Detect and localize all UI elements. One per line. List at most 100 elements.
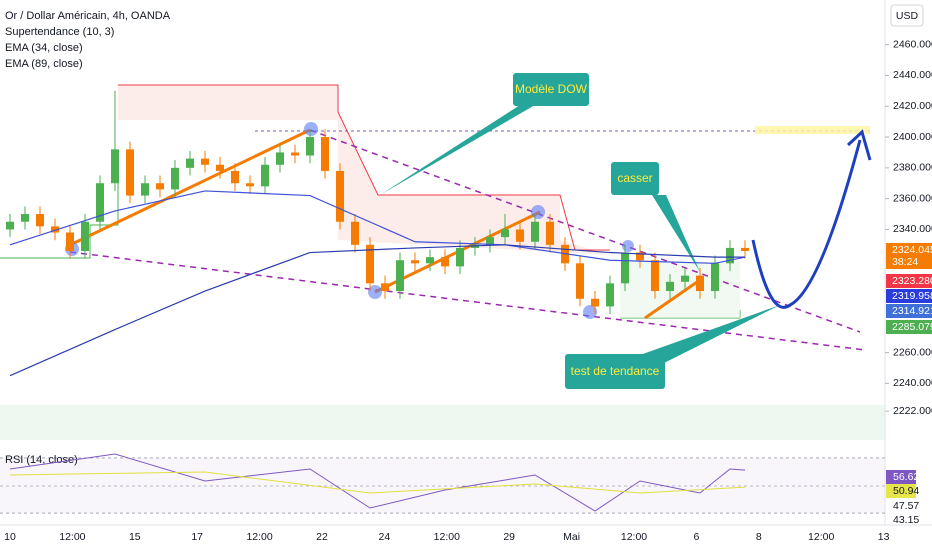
- callout: [513, 73, 589, 106]
- candle-body: [426, 257, 434, 264]
- candle-body: [501, 229, 509, 238]
- candle-body: [741, 247, 749, 251]
- x-tick-label: Mai: [563, 531, 580, 543]
- x-tick-label: 29: [503, 531, 515, 543]
- candle-body: [516, 229, 524, 242]
- pivot: [622, 240, 634, 252]
- y-tick-label: 2240.000: [893, 377, 932, 389]
- candle-body: [651, 260, 659, 292]
- candle-body: [231, 170, 239, 184]
- candle-body: [381, 283, 389, 292]
- ema-line: [9, 190, 746, 264]
- candle-body: [636, 252, 644, 261]
- price-label: 38:24: [892, 256, 918, 268]
- callout-text: Modèle DOW: [515, 82, 588, 96]
- x-tick-label: 10: [4, 531, 16, 543]
- candle-body: [366, 244, 374, 284]
- x-tick-label: 22: [316, 531, 328, 543]
- candle-body: [51, 226, 59, 233]
- x-tick-label: 12:00: [246, 531, 272, 543]
- candle-body: [711, 263, 719, 292]
- price-label-bg: [886, 243, 932, 257]
- rsi-value: 56.62: [893, 471, 919, 483]
- x-tick-label: 15: [129, 531, 141, 543]
- target-zone: [755, 126, 870, 134]
- candle-body: [486, 237, 494, 245]
- symbol-title: Or / Dollar Américain, 4h, OANDA: [5, 10, 171, 22]
- x-tick-label: 12:00: [621, 531, 647, 543]
- dow-line: [69, 128, 311, 247]
- legend-entry: EMA (34, close): [5, 42, 83, 54]
- price-label: 2324.045: [892, 244, 932, 256]
- y-tick-label: 2400.000: [893, 131, 932, 143]
- y-tick-label: 2260.000: [893, 346, 932, 358]
- candle-body: [726, 247, 734, 264]
- rsi-value: 43.15: [893, 514, 919, 526]
- candle-body: [666, 281, 674, 292]
- x-tick-label: 12:00: [434, 531, 460, 543]
- currency: USD: [896, 10, 919, 22]
- indicator-label: Supertendance (10, 3): [5, 26, 114, 38]
- x-tick-label: 24: [379, 531, 391, 543]
- candle-body: [276, 152, 284, 165]
- ema-line: [9, 244, 745, 377]
- candle-body: [456, 247, 464, 267]
- candle-body: [621, 252, 629, 284]
- candle-body: [591, 298, 599, 307]
- price-label: 2323.280: [892, 275, 932, 287]
- rsi-value-bg: [886, 484, 916, 498]
- supertrend-fill: [620, 262, 740, 318]
- currency-button[interactable]: [890, 4, 924, 27]
- x-tick-label: 12:00: [59, 531, 85, 543]
- dow-line: [644, 278, 701, 320]
- x-tick-label: 17: [191, 531, 203, 543]
- price-label-bg: [886, 255, 932, 269]
- candle-body: [216, 164, 224, 171]
- candle-body: [696, 275, 704, 292]
- candle-body: [6, 221, 14, 230]
- candle-body: [81, 221, 89, 251]
- legend-entry: EMA (89, close): [5, 58, 83, 70]
- callout: [611, 162, 659, 195]
- price-label-bg: [886, 320, 932, 334]
- x-tick-label: 8: [756, 531, 762, 543]
- candle-body: [246, 183, 254, 187]
- x-tick-label: 13: [878, 531, 890, 543]
- price-label: 2314.921: [892, 305, 932, 317]
- candle-body: [186, 158, 194, 168]
- y-tick-label: 2360.000: [893, 192, 932, 204]
- price-label-bg: [886, 274, 932, 288]
- candle-body: [546, 221, 554, 245]
- candle-body: [531, 221, 539, 242]
- callout-pointer: [640, 305, 780, 370]
- forecast-curve: [751, 139, 862, 309]
- candle-body: [351, 221, 359, 245]
- candle-body: [291, 152, 299, 156]
- candle-body: [396, 260, 404, 292]
- rsi-value-bg: [886, 470, 916, 484]
- x-tick-label: 12:00: [808, 531, 834, 543]
- forecast-arrow: [846, 129, 872, 161]
- y-tick-label: 2222.000: [893, 405, 932, 417]
- price-label: 2285.079: [892, 321, 932, 333]
- candle-body: [96, 183, 104, 222]
- rsi-line: [9, 471, 746, 494]
- price-label-bg: [886, 289, 932, 303]
- rsi-label: RSI (14, close): [5, 454, 78, 466]
- candle-body: [576, 263, 584, 299]
- price-label: 2319.958: [892, 290, 932, 302]
- callout-pointer: [380, 105, 535, 195]
- pivot: [583, 305, 597, 319]
- y-tick-label: 2340.000: [893, 223, 932, 235]
- pane-separator: [0, 405, 885, 440]
- candle-body: [111, 149, 119, 184]
- supertrend-fill: [118, 85, 610, 255]
- rsi-background: [0, 458, 885, 513]
- y-tick-label: 2420.000: [893, 100, 932, 112]
- candle-body: [441, 257, 449, 267]
- candle-body: [321, 137, 329, 171]
- candle-body: [606, 283, 614, 307]
- y-tick-label: 2440.000: [893, 69, 932, 81]
- candle-body: [411, 260, 419, 264]
